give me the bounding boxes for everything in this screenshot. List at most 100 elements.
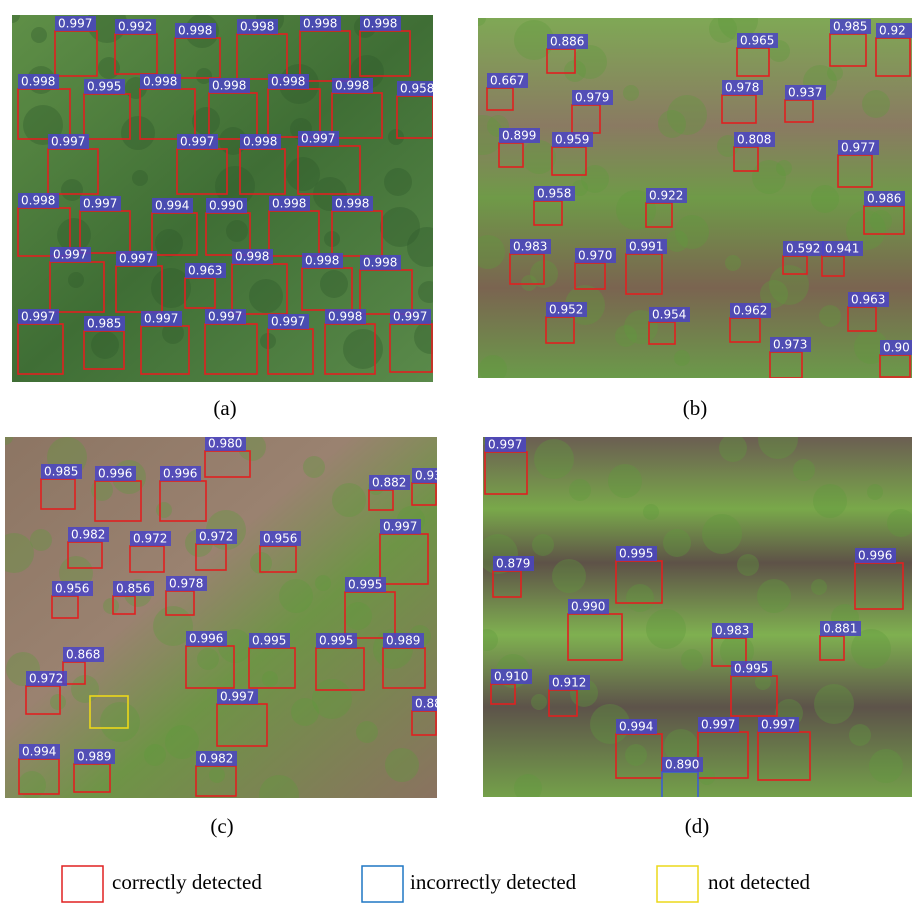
vegetation [4, 7, 20, 23]
vegetation [279, 579, 313, 613]
vegetation [623, 85, 639, 101]
score-label: 0.963 [851, 293, 885, 307]
score-label: 0.997 [53, 248, 87, 262]
panel-label: (b) [683, 396, 708, 420]
vegetation [867, 484, 883, 500]
score-label: 0.997 [208, 310, 242, 324]
vegetation [312, 679, 352, 719]
score-label: 0.954 [652, 308, 686, 322]
vegetation [332, 483, 366, 517]
vegetation [192, 107, 220, 135]
score-label: 0.982 [199, 752, 233, 766]
score-label: 0.998 [335, 79, 369, 93]
score-label: 0.997 [144, 312, 178, 326]
panel-label: (c) [210, 814, 233, 838]
vegetation [156, 502, 172, 518]
score-label: 0.998 [271, 75, 305, 89]
score-label: 0.881 [823, 622, 857, 636]
score-label: 0.890 [665, 758, 699, 772]
score-label: 0.990 [571, 600, 605, 614]
vegetation [776, 160, 792, 176]
vegetation [315, 575, 331, 591]
score-label: 0.959 [555, 133, 589, 147]
score-label: 0.997 [301, 132, 335, 146]
score-label: 0.998 [363, 256, 397, 270]
score-label: 0.995 [619, 547, 653, 561]
vegetation [667, 95, 707, 135]
score-label: 0.912 [552, 676, 586, 690]
score-label: 0.962 [733, 304, 767, 318]
vegetation [91, 331, 119, 359]
score-label: 0.997 [393, 310, 427, 324]
score-label: 0.998 [212, 79, 246, 93]
vegetation [608, 464, 642, 498]
panel: 0.9970.8790.9950.9960.9900.9830.8810.910… [475, 419, 915, 802]
vegetation [725, 255, 741, 271]
vegetation [814, 684, 854, 724]
score-label: 0.989 [386, 634, 420, 648]
score-label: 0.986 [867, 192, 901, 206]
score-label: 0.667 [490, 74, 524, 88]
score-label: 0.996 [858, 549, 892, 563]
vegetation [793, 459, 815, 481]
legend-swatch [62, 866, 103, 902]
figure: correctly detected incorrectly detected … [0, 0, 915, 903]
vegetation [30, 529, 52, 551]
score-label: 0.997 [701, 718, 735, 732]
vegetation [663, 529, 691, 557]
vegetation [887, 509, 915, 537]
vegetation [407, 227, 447, 267]
score-label: 0.980 [208, 437, 242, 451]
score-label: 0.994 [155, 199, 189, 213]
vegetation [286, 157, 320, 191]
score-label: 0.972 [199, 530, 233, 544]
score-label: 0.985 [87, 317, 121, 331]
score-label: 0.998 [143, 75, 177, 89]
score-label: 0.998 [235, 250, 269, 264]
score-label: 0.997 [83, 197, 117, 211]
score-label: 0.922 [649, 189, 683, 203]
score-label: 0.978 [725, 81, 759, 95]
vegetation [479, 355, 507, 383]
vegetation [625, 744, 647, 766]
score-label: 0.997 [488, 438, 522, 452]
score-label: 0.868 [66, 648, 100, 662]
score-label: 0.995 [319, 634, 353, 648]
vegetation [100, 702, 140, 742]
vegetation [719, 434, 747, 462]
score-label: 0.997 [761, 718, 795, 732]
score-label: 0.998 [328, 310, 362, 324]
panel: 0.9970.9920.9980.9980.9980.9980.9980.995… [4, 3, 448, 382]
vegetation [646, 609, 686, 649]
legend-label: correctly detected [112, 870, 262, 894]
vegetation [303, 456, 325, 478]
score-label: 0.982 [71, 528, 105, 542]
vegetation [849, 724, 871, 746]
vegetation [819, 305, 841, 327]
vegetation [414, 320, 448, 354]
score-label: 0.956 [263, 532, 297, 546]
score-label: 0.879 [496, 557, 530, 571]
vegetation [534, 439, 574, 479]
score-label: 0.956 [55, 582, 89, 596]
score-label: 0.952 [549, 303, 583, 317]
vegetation [757, 579, 791, 613]
score-label: 0.997 [51, 135, 85, 149]
score-label: 0.992 [118, 20, 152, 34]
score-label: 0.994 [22, 745, 56, 759]
score-label: 0.995 [734, 662, 768, 676]
vegetation [573, 45, 607, 79]
score-label: 0.995 [252, 634, 286, 648]
vegetation [811, 185, 839, 213]
score-label: 0.998 [305, 254, 339, 268]
score-label: 0.88 [415, 697, 442, 711]
score-label: 0.997 [21, 310, 55, 324]
vegetation [522, 140, 556, 174]
score-label: 0.998 [335, 197, 369, 211]
score-label: 0.996 [189, 632, 223, 646]
vegetation [531, 694, 547, 710]
score-label: 0.958 [537, 187, 571, 201]
score-label: 0.998 [240, 20, 274, 34]
vegetation [769, 265, 809, 305]
legend-swatch [657, 866, 698, 902]
